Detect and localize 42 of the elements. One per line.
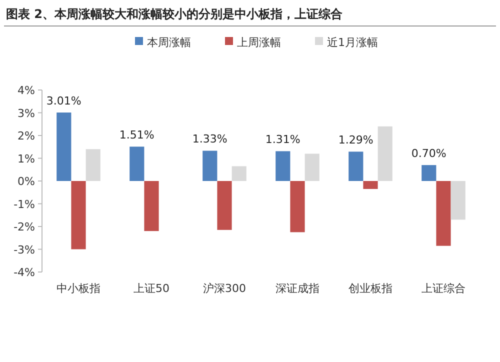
legend-label: 本周涨幅 bbox=[147, 36, 191, 49]
x-tick-label: 上证50 bbox=[134, 282, 170, 295]
x-tick-label: 上证综合 bbox=[422, 282, 466, 295]
data-label: 0.70% bbox=[411, 147, 446, 160]
legend-label: 近1月涨幅 bbox=[327, 36, 378, 49]
x-tick-label: 中小板指 bbox=[56, 282, 100, 295]
bar bbox=[304, 154, 320, 181]
bar bbox=[348, 152, 364, 181]
bar bbox=[363, 181, 378, 189]
bar bbox=[130, 146, 144, 181]
bar bbox=[436, 181, 451, 246]
data-label: 3.01% bbox=[46, 94, 82, 108]
y-tick-label: 1% bbox=[18, 152, 35, 166]
y-tick-label: 2% bbox=[18, 130, 35, 142]
bar bbox=[217, 181, 232, 230]
bar bbox=[144, 181, 159, 232]
bar bbox=[56, 112, 72, 181]
legend-label: 上周涨幅 bbox=[237, 36, 281, 49]
y-tick-label: -4% bbox=[14, 266, 35, 279]
data-label: 1.31% bbox=[265, 133, 300, 146]
y-tick-label: 3% bbox=[18, 106, 35, 120]
y-tick-label: -2% bbox=[14, 220, 35, 234]
x-tick-label: 创业板指 bbox=[348, 282, 392, 295]
bar bbox=[290, 181, 305, 232]
bar bbox=[276, 151, 290, 181]
x-tick-label: 深证成指 bbox=[276, 282, 320, 295]
bar bbox=[378, 126, 392, 181]
y-tick-label: -3% bbox=[14, 243, 35, 256]
x-tick-label: 沪深300 bbox=[203, 282, 246, 295]
bar bbox=[86, 149, 100, 181]
bar bbox=[232, 166, 246, 181]
data-label: 1.33% bbox=[192, 132, 228, 146]
bar bbox=[422, 165, 436, 181]
data-label: 1.29% bbox=[338, 134, 374, 147]
y-tick-label: 0% bbox=[18, 175, 35, 188]
bar bbox=[202, 150, 218, 181]
bar bbox=[71, 181, 86, 250]
data-label: 1.51% bbox=[119, 128, 154, 142]
bar bbox=[450, 181, 466, 220]
y-tick-label: -1% bbox=[14, 198, 35, 211]
chart-title: 图表 2、本周涨幅较大和涨幅较小的分别是中小板指，上证综合 bbox=[6, 7, 344, 21]
y-tick-label: 4% bbox=[18, 84, 35, 97]
